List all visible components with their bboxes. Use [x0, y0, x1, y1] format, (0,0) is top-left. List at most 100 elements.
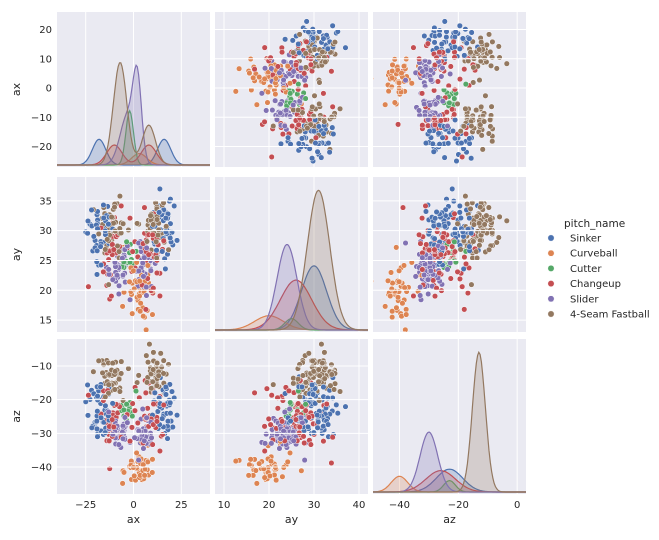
point-changeup: [141, 204, 148, 211]
point-changeup: [150, 285, 157, 292]
point-slider: [435, 94, 442, 101]
point-4-seam-fastball: [477, 204, 484, 211]
point-4-seam-fastball: [112, 368, 119, 375]
point-curveball: [403, 306, 410, 313]
point-slider: [421, 271, 428, 279]
point-4-seam-fastball: [331, 39, 338, 46]
point-curveball: [401, 284, 408, 291]
point-sinker: [320, 383, 327, 391]
point-cutter: [123, 401, 130, 408]
point-slider: [143, 244, 150, 251]
point-slider: [444, 266, 451, 273]
point-sinker: [342, 44, 349, 51]
point-changeup: [436, 269, 443, 277]
legend-marker-changeup: [547, 280, 555, 288]
point-changeup: [261, 118, 268, 125]
point-cutter: [287, 90, 294, 97]
point-4-seam-fastball: [328, 371, 335, 378]
point-curveball: [133, 449, 140, 456]
point-changeup: [110, 246, 117, 253]
point-slider: [276, 445, 283, 452]
point-curveball: [120, 469, 128, 476]
point-curveball: [391, 56, 398, 63]
point-4-seam-fastball: [153, 382, 160, 389]
point-changeup: [436, 49, 443, 56]
point-4-seam-fastball: [118, 358, 125, 365]
point-sinker: [432, 215, 439, 222]
legend-label-4-seam-fastball: 4-Seam Fastball: [570, 310, 650, 321]
point-sinker: [426, 128, 433, 135]
point-changeup: [419, 266, 426, 273]
point-slider: [417, 292, 424, 299]
point-sinker: [314, 148, 321, 155]
point-4-seam-fastball: [321, 118, 328, 125]
x-tick-label: −20: [448, 500, 469, 511]
point-slider: [301, 457, 308, 464]
point-sinker: [422, 140, 430, 147]
point-sinker: [466, 215, 473, 222]
x-tick-label: 25: [175, 500, 188, 511]
point-changeup: [279, 49, 286, 56]
y-tick-label: 30: [39, 226, 52, 237]
point-curveball: [284, 458, 291, 465]
point-changeup: [456, 76, 464, 83]
point-changeup: [129, 248, 136, 255]
point-changeup: [431, 293, 439, 300]
point-slider: [290, 68, 297, 75]
point-sinker: [457, 214, 464, 222]
point-curveball: [250, 74, 257, 81]
point-changeup: [300, 433, 307, 440]
point-changeup: [108, 293, 115, 300]
point-sinker: [325, 140, 332, 147]
panel-ax-vs-ay: [215, 12, 368, 167]
point-sinker: [94, 225, 101, 232]
point-4-seam-fastball: [462, 193, 469, 200]
point-slider: [105, 408, 112, 416]
point-sinker: [466, 243, 473, 250]
point-4-seam-fastball: [299, 372, 306, 379]
point-4-seam-fastball: [296, 31, 303, 38]
point-changeup: [423, 241, 430, 248]
point-changeup: [296, 115, 303, 122]
point-4-seam-fastball: [489, 38, 496, 45]
y-axis-label: az: [10, 410, 23, 423]
point-4-seam-fastball: [481, 54, 488, 61]
point-slider: [427, 267, 434, 274]
point-changeup: [100, 268, 107, 275]
point-4-seam-fastball: [316, 100, 323, 107]
point-curveball: [248, 86, 255, 94]
x-tick-label: 20: [263, 500, 276, 511]
point-slider: [280, 58, 287, 65]
point-4-seam-fastball: [470, 238, 477, 245]
point-changeup: [422, 202, 429, 209]
point-sinker: [93, 418, 100, 425]
point-changeup: [251, 389, 258, 396]
y-tick-label: 25: [39, 256, 52, 267]
point-4-seam-fastball: [104, 236, 111, 243]
point-changeup: [129, 400, 136, 407]
point-changeup: [454, 268, 461, 275]
legend-title: pitch_name: [564, 218, 625, 230]
point-curveball: [273, 477, 280, 484]
kde-fill-slider: [215, 244, 368, 330]
point-changeup: [424, 40, 431, 47]
point-curveball: [129, 331, 134, 332]
point-4-seam-fastball: [337, 388, 344, 395]
point-changeup: [109, 416, 116, 423]
point-curveball: [391, 99, 398, 106]
point-slider: [127, 296, 134, 303]
y-tick-label: 0: [46, 84, 52, 95]
kde-fill-sinker: [215, 265, 368, 330]
point-slider: [301, 77, 308, 84]
point-sinker: [94, 247, 101, 254]
kde-fill-cutter: [57, 110, 210, 165]
point-changeup: [274, 63, 281, 70]
point-4-seam-fastball: [318, 341, 325, 348]
point-sinker: [109, 400, 116, 407]
point-changeup: [153, 269, 161, 277]
point-changeup: [267, 54, 274, 61]
point-slider: [439, 244, 446, 251]
point-sinker: [329, 22, 336, 29]
point-4-seam-fastball: [118, 370, 125, 377]
point-4-seam-fastball: [454, 100, 461, 107]
